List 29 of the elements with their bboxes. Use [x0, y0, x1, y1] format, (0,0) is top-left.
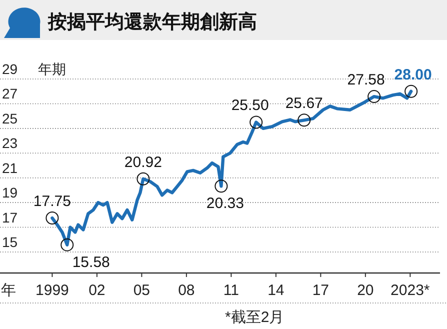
text: *截至2月 [225, 309, 284, 326]
annotation: 17.75 [33, 193, 71, 210]
x-tick-label: 11 [223, 282, 239, 299]
x-tick-label: 02 [88, 282, 106, 299]
annotation: 27.58 [347, 72, 385, 89]
x-tick-label: 08 [178, 282, 195, 299]
annotation: 20.33 [206, 195, 244, 212]
x-tick-label: 2023* [390, 282, 430, 299]
annotation: 15.58 [72, 254, 110, 271]
y-tick-label: 17 [2, 209, 18, 226]
y-tick-label: 19 [2, 184, 18, 201]
annotation: 20.92 [124, 154, 162, 171]
y-tick-label: 21 [2, 160, 18, 176]
annotation: 25.67 [285, 95, 323, 112]
y-tick-label: 23 [2, 135, 18, 152]
y-axis-title: 年期 [38, 61, 66, 77]
x-tick-label: 05 [133, 282, 150, 299]
x-tick-label: 17 [312, 282, 330, 299]
chart-title: 按揭平均還款年期創新高 [47, 11, 257, 33]
annotation: 28.00 [394, 66, 432, 84]
y-tick-label: 25 [2, 110, 18, 126]
y-tick-label: 27 [2, 86, 18, 102]
y-tick-label: 29 [2, 61, 18, 77]
y-tick-label: 15 [2, 234, 18, 250]
x-tick-label: 1999 [36, 282, 69, 299]
x-tick-label: 14 [268, 282, 284, 299]
x-tick-label: 20 [357, 282, 374, 299]
x-axis-title: 年 [1, 282, 16, 299]
annotation: 25.50 [231, 97, 269, 114]
